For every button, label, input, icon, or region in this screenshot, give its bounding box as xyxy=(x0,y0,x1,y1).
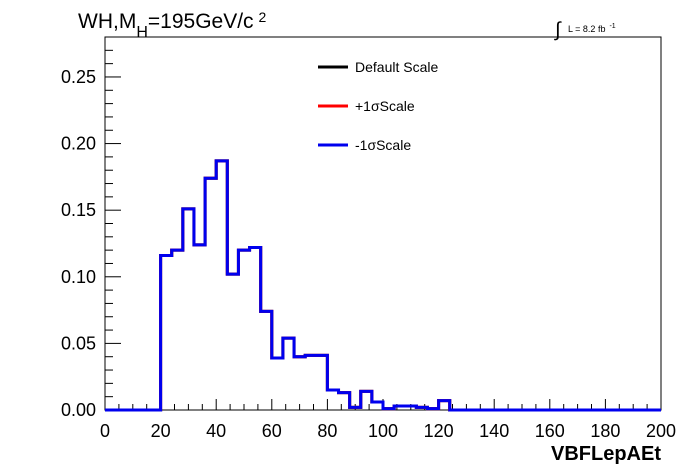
x-tick-label: 0 xyxy=(100,421,110,441)
y-tick-label: 0.15 xyxy=(61,200,96,220)
series-line-1 xyxy=(105,159,661,412)
y-tick-label: 0.20 xyxy=(61,134,96,154)
x-tick-label: 20 xyxy=(151,421,171,441)
x-axis-label: VBFLepAEt xyxy=(551,443,661,465)
y-tick-label: 0.00 xyxy=(61,400,96,420)
x-tick-label: 160 xyxy=(535,421,565,441)
plot-frame xyxy=(104,36,662,411)
legend-label-minus: -1σScale xyxy=(355,137,411,153)
y-tick-label: 0.25 xyxy=(61,67,96,87)
x-tick-label: 120 xyxy=(424,421,454,441)
series-line-2 xyxy=(105,159,661,412)
x-tick-label: 180 xyxy=(590,421,620,441)
y-tick-label: 0.10 xyxy=(61,267,96,287)
x-tick-label: 140 xyxy=(479,421,509,441)
y-axis-ticks: 0.00 0.05 0.10 0.15 0.20 0.25 xyxy=(61,36,121,420)
x-tick-label: 100 xyxy=(368,421,398,441)
x-axis-ticks: 0 20 40 60 80 100 120 140 160 180 200 xyxy=(100,399,676,441)
lumi-label: L = 8.2 fb -1 xyxy=(568,23,616,34)
chart-title: WH,MH=195GeV/c 2 xyxy=(78,9,267,41)
series-line-0 xyxy=(105,159,661,412)
y-tick-label: 0.05 xyxy=(61,333,96,353)
lumi-integral: ∫ xyxy=(554,19,562,41)
x-tick-label: 200 xyxy=(646,421,676,441)
legend-label-plus: +1σScale xyxy=(355,98,415,114)
x-tick-label: 80 xyxy=(317,421,337,441)
x-tick-label: 40 xyxy=(206,421,226,441)
legend: Default Scale +1σScale -1σScale xyxy=(318,59,438,153)
x-tick-label: 60 xyxy=(262,421,282,441)
legend-label-default: Default Scale xyxy=(355,59,438,75)
series-layer xyxy=(105,159,661,412)
